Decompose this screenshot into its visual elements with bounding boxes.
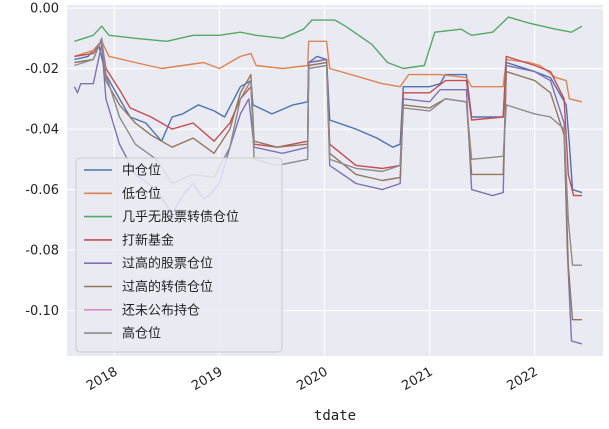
x-tick-label: 2020 [294,364,330,394]
legend-label: 高仓位 [122,326,161,342]
legend-label: 中仓位 [122,164,161,179]
legend-label: 还未公布持仓 [122,303,200,318]
x-tick-label: 2018 [84,364,120,394]
x-tick-label: 2022 [505,364,541,394]
y-tick-label: -0.04 [25,123,59,138]
y-tick-label: 0.00 [30,2,59,17]
legend-label: 低仓位 [122,187,161,202]
y-tick-label: -0.02 [25,62,59,77]
y-tick-label: -0.10 [25,304,59,319]
y-tick-label: -0.08 [25,244,59,259]
legend-label: 过高的股票仓位 [122,256,213,272]
legend-label: 过高的转债仓位 [122,279,213,295]
x-tick-label: 2019 [189,364,225,394]
legend-label: 几乎无股票转债仓位 [122,210,239,225]
y-axis-ticks: 0.00 -0.02 -0.04 -0.06 -0.08 -0.10 [25,2,59,320]
legend: 中仓位低仓位几乎无股票转债仓位打新基金过高的股票仓位过高的转债仓位还未公布持仓高… [75,157,283,353]
series-line-2 [74,16,583,70]
x-axis-title: tdate [314,408,356,424]
x-tick-label: 2021 [399,364,435,394]
series-line-7 [74,37,582,266]
y-tick-label: -0.06 [25,183,59,198]
x-axis-ticks: 2018 2019 2020 2021 2022 [84,364,541,394]
series-line-5 [74,37,582,321]
legend-label: 打新基金 [122,232,174,248]
legend-box [75,157,283,353]
